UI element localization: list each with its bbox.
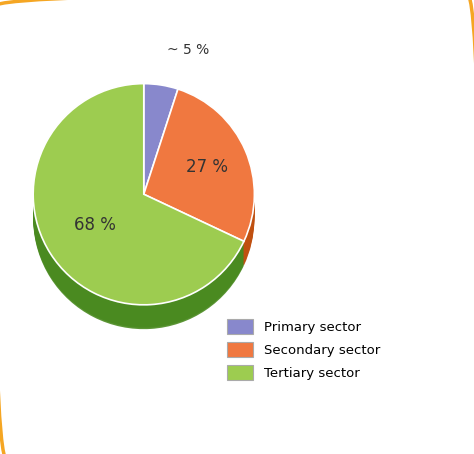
Wedge shape — [144, 108, 178, 218]
Wedge shape — [33, 104, 244, 325]
Wedge shape — [144, 93, 178, 204]
Wedge shape — [144, 114, 255, 266]
Wedge shape — [144, 86, 178, 197]
Wedge shape — [144, 90, 178, 201]
Wedge shape — [33, 107, 244, 328]
Wedge shape — [33, 89, 244, 310]
Wedge shape — [144, 93, 255, 245]
Wedge shape — [144, 90, 255, 243]
Wedge shape — [33, 88, 244, 309]
Wedge shape — [144, 109, 255, 262]
Wedge shape — [144, 100, 178, 211]
Wedge shape — [33, 94, 244, 316]
Wedge shape — [144, 107, 178, 217]
Wedge shape — [144, 99, 178, 209]
Wedge shape — [144, 89, 178, 200]
Text: 27 %: 27 % — [186, 158, 228, 176]
Wedge shape — [144, 105, 178, 216]
Text: 68 %: 68 % — [74, 216, 116, 234]
Wedge shape — [144, 94, 178, 205]
Wedge shape — [144, 92, 255, 244]
Wedge shape — [144, 97, 178, 208]
Wedge shape — [144, 101, 178, 212]
Wedge shape — [144, 94, 255, 247]
Wedge shape — [33, 100, 244, 321]
Wedge shape — [144, 96, 255, 248]
Wedge shape — [144, 97, 255, 249]
Wedge shape — [144, 84, 178, 194]
Wedge shape — [144, 112, 255, 264]
Wedge shape — [144, 103, 255, 255]
Wedge shape — [144, 103, 178, 213]
Wedge shape — [144, 100, 255, 252]
Wedge shape — [33, 99, 244, 320]
Wedge shape — [33, 93, 244, 314]
Wedge shape — [33, 103, 244, 324]
Text: ~ 5 %: ~ 5 % — [167, 43, 209, 57]
Wedge shape — [144, 96, 178, 207]
Wedge shape — [33, 86, 244, 307]
Legend: Primary sector, Secondary sector, Tertiary sector: Primary sector, Secondary sector, Tertia… — [222, 314, 385, 385]
Wedge shape — [33, 92, 244, 313]
Wedge shape — [144, 107, 255, 259]
Wedge shape — [144, 89, 255, 242]
Wedge shape — [33, 108, 244, 329]
Wedge shape — [33, 84, 244, 305]
Wedge shape — [144, 104, 178, 214]
Wedge shape — [144, 104, 255, 256]
Wedge shape — [144, 88, 178, 198]
Wedge shape — [33, 96, 244, 317]
Wedge shape — [144, 92, 178, 202]
Wedge shape — [33, 90, 244, 311]
Wedge shape — [144, 108, 255, 260]
Wedge shape — [33, 85, 244, 306]
Wedge shape — [144, 85, 178, 196]
Wedge shape — [144, 101, 255, 253]
Wedge shape — [144, 99, 255, 251]
Wedge shape — [144, 111, 255, 263]
Wedge shape — [33, 97, 244, 318]
Wedge shape — [144, 105, 255, 257]
Wedge shape — [33, 105, 244, 326]
Wedge shape — [33, 101, 244, 322]
